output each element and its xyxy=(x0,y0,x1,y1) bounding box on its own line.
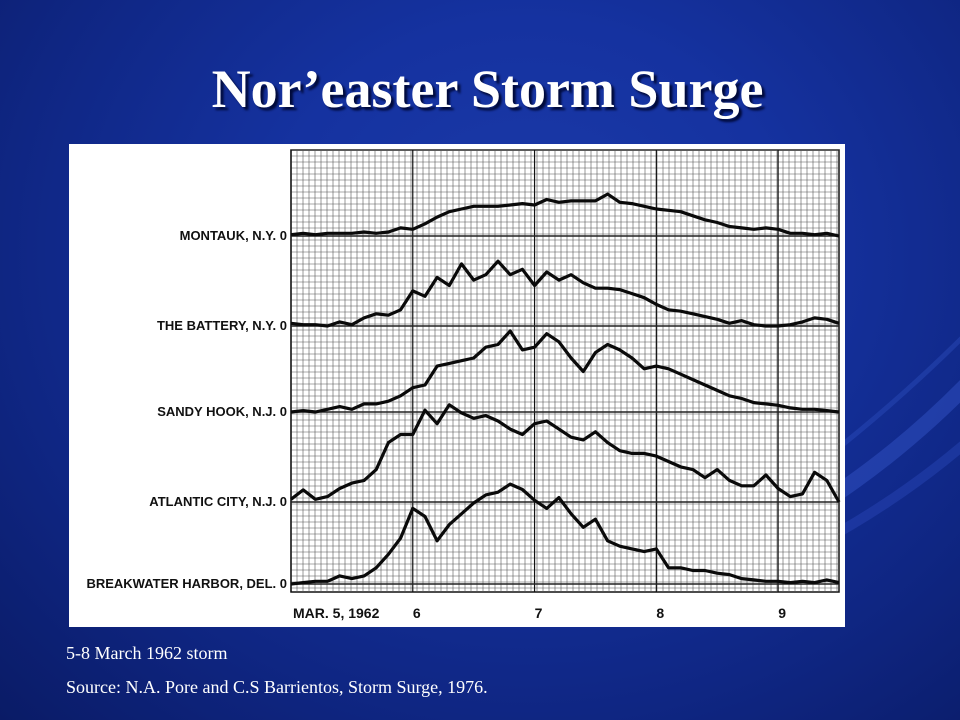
x-tick-label: MAR. 5, 1962 xyxy=(293,605,380,621)
x-tick-label: 9 xyxy=(778,605,786,621)
figure-caption: 5-8 March 1962 storm xyxy=(66,643,228,663)
station-label: THE BATTERY, N.Y. 0 xyxy=(157,318,287,333)
x-tick-label: 8 xyxy=(656,605,664,621)
series-line-1 xyxy=(290,259,840,328)
series-line-0 xyxy=(290,192,840,238)
series-line-4 xyxy=(290,482,840,586)
figure-source: Source: N.A. Pore and C.S Barrientos, St… xyxy=(66,677,488,697)
x-tick-label: 6 xyxy=(413,605,421,621)
plot-area xyxy=(290,149,840,593)
x-tick-label: 7 xyxy=(535,605,543,621)
station-label: SANDY HOOK, N.J. 0 xyxy=(157,404,287,419)
station-label: ATLANTIC CITY, N.J. 0 xyxy=(149,494,287,509)
series-line-2 xyxy=(290,329,840,414)
series-line-3 xyxy=(290,403,841,503)
station-label: BREAKWATER HARBOR, DEL. 0 xyxy=(86,576,287,591)
slide-title: Nor’easter Storm Surge xyxy=(211,59,764,119)
storm-surge-figure: MONTAUK, N.Y. 0 THE BATTERY, N.Y. 0 SANDY … xyxy=(69,144,845,627)
station-label: MONTAUK, N.Y. 0 xyxy=(180,228,287,243)
storm-surge-chart: MONTAUK, N.Y. 0 THE BATTERY, N.Y. 0 SANDY … xyxy=(86,149,841,621)
